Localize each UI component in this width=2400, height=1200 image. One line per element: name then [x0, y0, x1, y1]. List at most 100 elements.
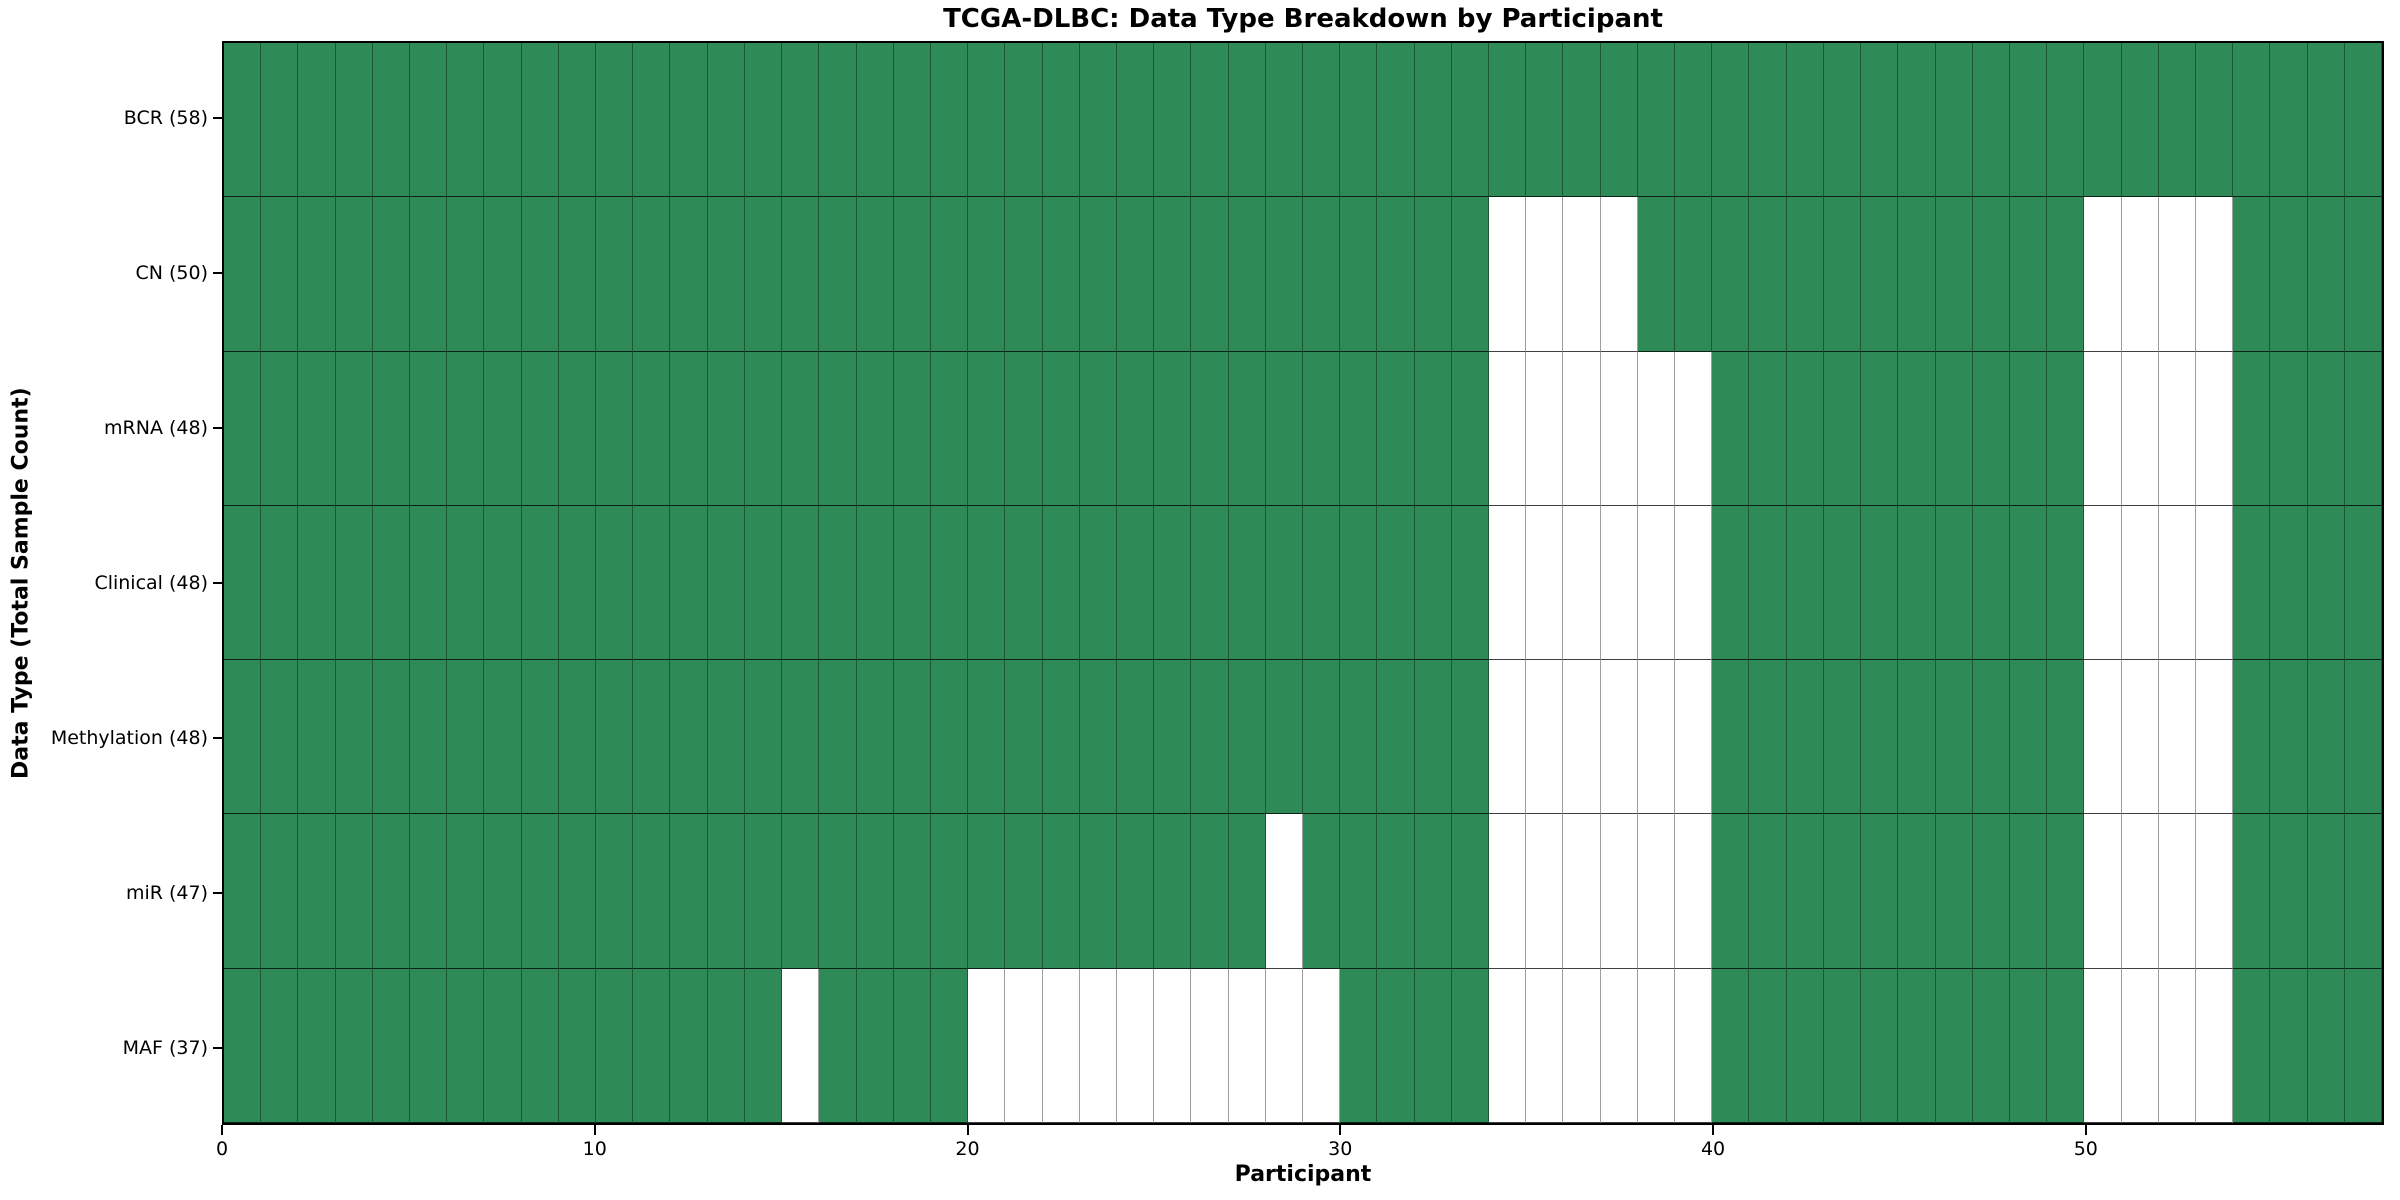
- heatmap-cell: [1526, 968, 1564, 1123]
- heatmap-cell: [372, 43, 411, 198]
- heatmap-cell: [521, 43, 559, 198]
- heatmap-cell: [2084, 43, 2122, 198]
- heatmap-cell: [1637, 814, 1676, 969]
- heatmap-cell: [1898, 43, 1936, 198]
- y-tick-mark: [213, 582, 222, 584]
- heatmap-cell: [2047, 660, 2085, 815]
- heatmap-cell: [1972, 505, 2010, 661]
- heatmap-cell: [1451, 197, 1490, 352]
- heatmap-cell: [2047, 814, 2085, 969]
- heatmap-cell: [1935, 351, 1973, 506]
- heatmap-cell: [1823, 351, 1862, 506]
- heatmap-cell: [1861, 968, 1899, 1123]
- heatmap-cell: [782, 43, 820, 198]
- heatmap-cell: [2009, 43, 2048, 198]
- heatmap-cell: [2307, 197, 2345, 352]
- heatmap-cell: [1303, 968, 1341, 1123]
- heatmap-cell: [1303, 505, 1341, 661]
- heatmap-cell: [558, 43, 597, 198]
- heatmap-cell: [1451, 43, 1490, 198]
- heatmap-cell: [670, 351, 708, 506]
- heatmap-cell: [261, 351, 299, 506]
- heatmap-cell: [1749, 968, 1787, 1123]
- heatmap-cell: [1116, 351, 1155, 506]
- heatmap-cell: [1228, 814, 1266, 969]
- heatmap-cell: [707, 505, 745, 661]
- heatmap-cell: [1972, 814, 2010, 969]
- heatmap-cell: [1340, 505, 1378, 661]
- heatmap-cell: [1489, 351, 1527, 506]
- heatmap-cell: [484, 968, 522, 1123]
- x-tick-mark: [221, 1125, 223, 1135]
- x-tick-label-10: 10: [582, 1138, 607, 1160]
- heatmap-cell: [1935, 197, 1973, 352]
- heatmap-cell: [856, 351, 894, 506]
- heatmap-cell: [1675, 197, 1713, 352]
- heatmap-cell: [1786, 505, 1824, 661]
- heatmap-cell: [1116, 968, 1155, 1123]
- heatmap-cell: [707, 43, 745, 198]
- heatmap-cell: [2270, 814, 2308, 969]
- heatmap-cell: [596, 814, 634, 969]
- heatmap-cell: [484, 814, 522, 969]
- y-tick-label-MAF: MAF (37): [122, 1036, 208, 1059]
- heatmap-cell: [1191, 814, 1229, 969]
- heatmap-cell: [1712, 660, 1750, 815]
- heatmap-cell: [2307, 814, 2345, 969]
- heatmap-cell: [2047, 505, 2085, 661]
- heatmap-cell: [819, 505, 857, 661]
- heatmap-cell: [1898, 814, 1936, 969]
- heatmap-cell: [447, 660, 485, 815]
- heatmap-cell: [484, 505, 522, 661]
- heatmap-cell: [2121, 197, 2159, 352]
- heatmap-cell: [1526, 505, 1564, 661]
- heatmap-cell: [2084, 505, 2122, 661]
- heatmap-cell: [1079, 968, 1117, 1123]
- heatmap-cell: [298, 660, 336, 815]
- heatmap-cell: [1563, 505, 1601, 661]
- heatmap-cell: [1340, 351, 1378, 506]
- heatmap-cell: [1823, 505, 1862, 661]
- heatmap-cell: [335, 505, 373, 661]
- heatmap-grid: [224, 43, 2382, 1123]
- heatmap-cell: [1600, 197, 1638, 352]
- heatmap-cell: [1154, 505, 1192, 661]
- heatmap-cell: [1489, 505, 1527, 661]
- heatmap-cell: [2084, 814, 2122, 969]
- heatmap-cell: [1005, 505, 1043, 661]
- heatmap-cell: [1451, 968, 1490, 1123]
- heatmap-cell: [856, 968, 894, 1123]
- heatmap-cell: [1005, 197, 1043, 352]
- heatmap-cell: [782, 505, 820, 661]
- heatmap-cell: [2009, 351, 2048, 506]
- heatmap-cell: [670, 660, 708, 815]
- heatmap-cell: [410, 351, 448, 506]
- heatmap-cell: [521, 351, 559, 506]
- x-axis-label: Participant: [1234, 1162, 1372, 1187]
- heatmap-cell: [1265, 660, 1303, 815]
- heatmap-cell: [744, 351, 783, 506]
- heatmap-cell: [1675, 505, 1713, 661]
- heatmap-cell: [1861, 660, 1899, 815]
- heatmap-cell: [1861, 505, 1899, 661]
- heatmap-cell: [2084, 660, 2122, 815]
- heatmap-cell: [1563, 968, 1601, 1123]
- heatmap-cell: [1005, 968, 1043, 1123]
- heatmap-cell: [1154, 351, 1192, 506]
- heatmap-cell: [2344, 660, 2382, 815]
- heatmap-cell: [1154, 968, 1192, 1123]
- heatmap-cell: [1749, 660, 1787, 815]
- heatmap-cell: [2121, 968, 2159, 1123]
- heatmap-cell: [2307, 660, 2345, 815]
- heatmap-cell: [633, 351, 671, 506]
- heatmap-cell: [1228, 197, 1266, 352]
- heatmap-cell: [893, 814, 931, 969]
- y-tick-mark: [213, 736, 222, 739]
- heatmap-cell: [224, 660, 262, 815]
- y-tick-mark: [213, 891, 222, 894]
- heatmap-cell: [968, 197, 1006, 352]
- heatmap-cell: [782, 968, 820, 1123]
- heatmap-cell: [1861, 43, 1899, 198]
- heatmap-cell: [1898, 351, 1936, 506]
- heatmap-cell: [1377, 968, 1415, 1123]
